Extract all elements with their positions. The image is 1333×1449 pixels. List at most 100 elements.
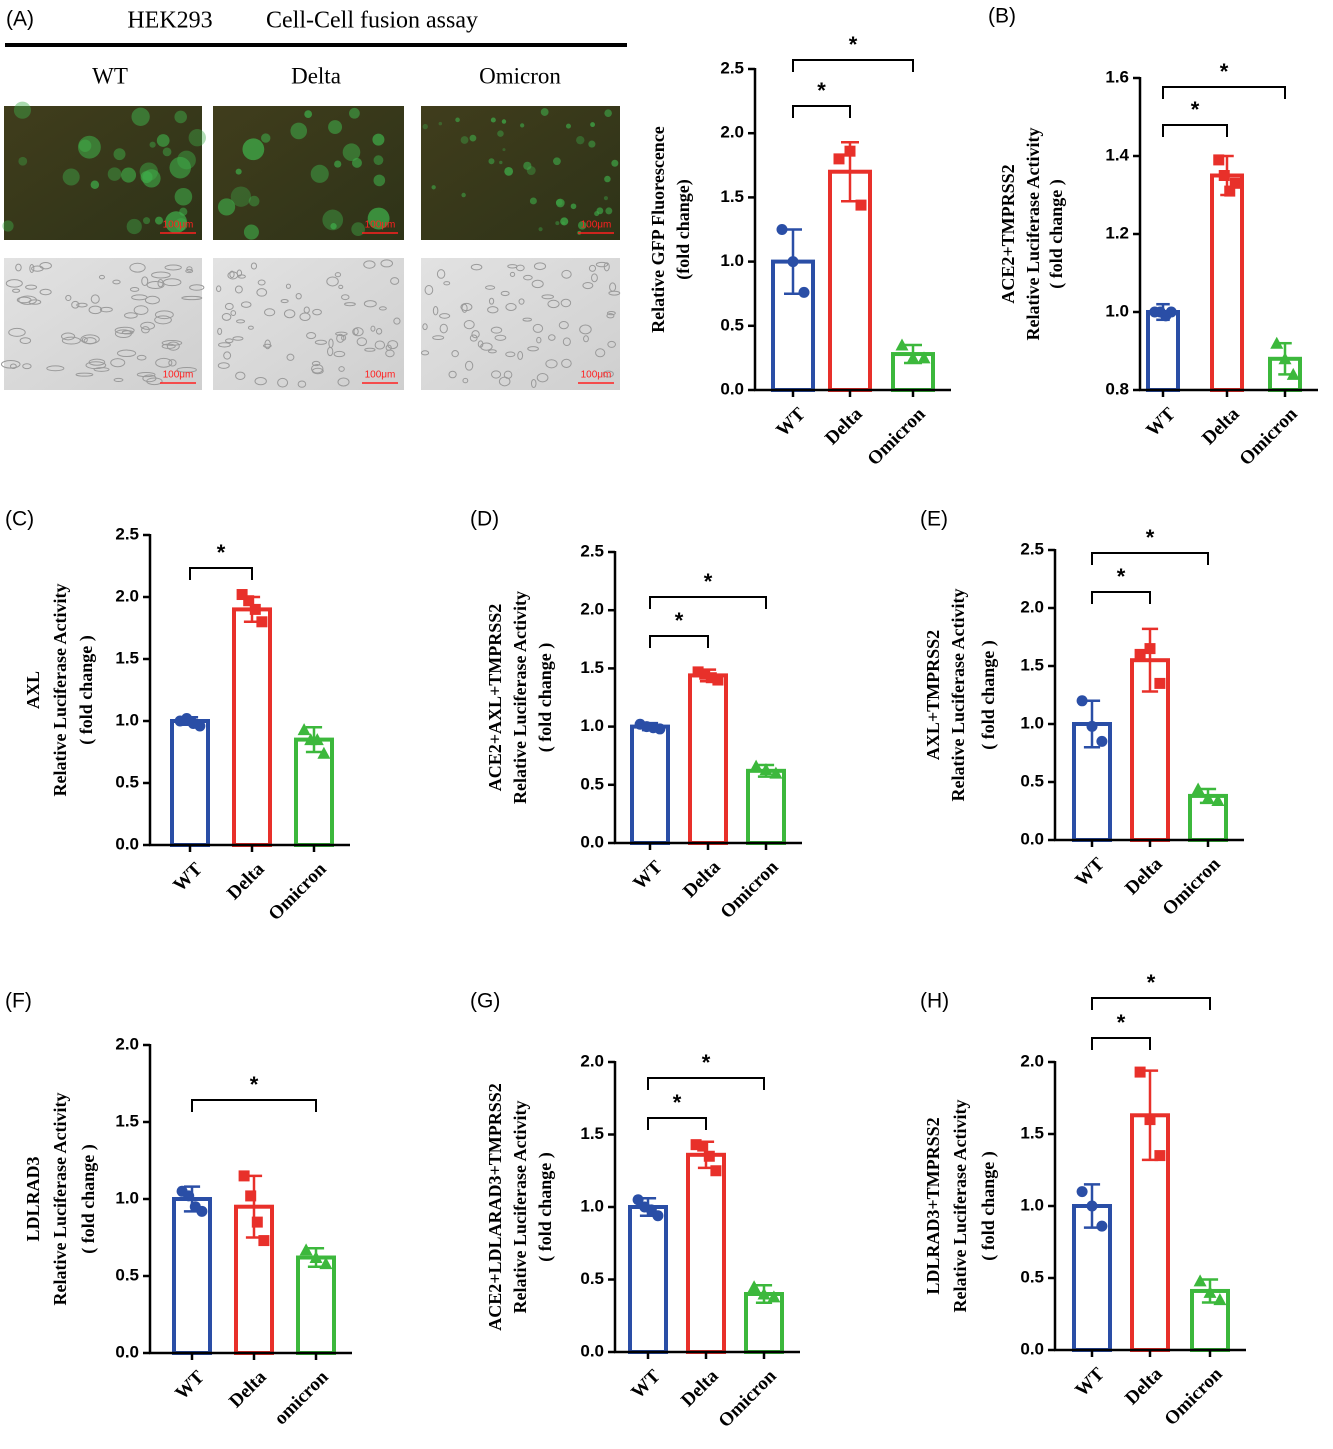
y-tick-label: 2.0 (580, 600, 604, 619)
data-point (697, 1140, 709, 1152)
data-point (194, 720, 206, 732)
cell (518, 298, 525, 305)
data-point (1096, 735, 1108, 747)
data-point (833, 153, 845, 165)
cell (215, 285, 222, 293)
significance-label: * (217, 540, 226, 565)
cell (439, 323, 448, 334)
cell (432, 306, 439, 316)
cell (177, 150, 196, 170)
cell (555, 199, 563, 206)
data-point (309, 1251, 323, 1264)
data-point (1165, 306, 1177, 318)
cell (229, 270, 235, 279)
y-tick-label: 2.5 (1020, 539, 1044, 558)
significance-label: * (702, 1050, 711, 1075)
cell (497, 130, 504, 137)
bar (1188, 793, 1228, 842)
data-point (319, 1257, 333, 1270)
cell (561, 269, 572, 279)
y-tick-label: 1.2 (1105, 223, 1129, 242)
data-point (1270, 336, 1284, 349)
cell (522, 317, 533, 322)
bar-chart: (F) 0.0 0.5 1.0 1.5 2.0 LDLRAD3 Relative Lucife… (5, 990, 352, 1429)
cell (141, 276, 149, 287)
bar-chart: (E) 0.0 0.5 1.0 1.5 2.0 2.5 AXL+TMPRSS2 Relative… (920, 508, 1244, 920)
bar (170, 719, 210, 847)
cell (540, 108, 549, 116)
data-point (1213, 1293, 1227, 1306)
cell (387, 340, 399, 350)
cell (61, 336, 81, 345)
data-point (906, 351, 920, 364)
cell (146, 280, 165, 290)
cell (221, 313, 232, 321)
cell (595, 348, 606, 358)
cell (168, 359, 177, 367)
y-tick-label: 1.5 (1020, 655, 1044, 674)
data-point (1201, 791, 1215, 804)
cell (31, 265, 44, 272)
cell (310, 164, 329, 183)
x-tick-label: WT (169, 859, 206, 896)
cell (169, 156, 192, 179)
cell (490, 117, 496, 123)
data-point (1144, 1114, 1156, 1126)
data-point (690, 1139, 702, 1151)
y-axis-label: ( fold change ) (535, 1152, 556, 1262)
y-axis-label: Relative Luciferase Activity (1023, 128, 1043, 341)
cell (5, 279, 23, 288)
significance-bracket (792, 105, 851, 118)
significance-bracket (649, 635, 709, 648)
panel-label: (H) (920, 990, 949, 1013)
x-tick-label: WT (1142, 404, 1179, 441)
cell (154, 310, 174, 320)
cell (448, 370, 457, 379)
micrograph (213, 258, 404, 390)
cell (532, 323, 544, 333)
cell (143, 217, 151, 225)
micrograph (421, 106, 620, 240)
cell (561, 358, 572, 368)
cell (133, 305, 149, 316)
y-tick-label: 1.0 (720, 251, 744, 270)
data-point (310, 733, 324, 746)
cell (188, 129, 206, 147)
data-point (652, 1210, 664, 1222)
x-tick-label: Omicron (715, 1365, 781, 1431)
bar (686, 1152, 726, 1355)
cell (149, 141, 156, 148)
y-tick-label: 2.0 (720, 123, 744, 142)
cell (385, 349, 395, 358)
cell (338, 366, 345, 372)
cell (129, 262, 146, 273)
bar-chart: (D) 0.0 0.5 1.0 1.5 2.0 2.5 ACE2+AXL+TMPRSS2 Rel… (470, 508, 802, 923)
cell (555, 198, 565, 208)
cell (370, 325, 376, 332)
data-point (1086, 720, 1098, 732)
cell (527, 346, 539, 352)
cell (469, 134, 477, 142)
data-point (183, 1190, 195, 1202)
data-point (317, 746, 331, 759)
y-axis-label: ( fold change ) (978, 1151, 999, 1261)
cell (438, 121, 443, 126)
cell (342, 143, 361, 162)
data-point (767, 1290, 781, 1303)
cell (39, 288, 52, 296)
cell (61, 332, 76, 341)
y-axis-label: LDLRAD3 (23, 1156, 43, 1241)
y-tick-label: 0.0 (580, 1341, 604, 1360)
data-point (632, 1194, 644, 1206)
data-point (243, 595, 255, 607)
data-point (1086, 1200, 1098, 1212)
cell (13, 101, 31, 119)
panel-label: (A) (6, 8, 34, 31)
cell (451, 350, 459, 358)
cell (378, 306, 387, 311)
data-point (1224, 185, 1236, 197)
cell-line: HEK293 (127, 8, 212, 34)
y-tick-label: 2.5 (115, 524, 139, 543)
cell (285, 283, 291, 289)
cell (217, 362, 230, 369)
